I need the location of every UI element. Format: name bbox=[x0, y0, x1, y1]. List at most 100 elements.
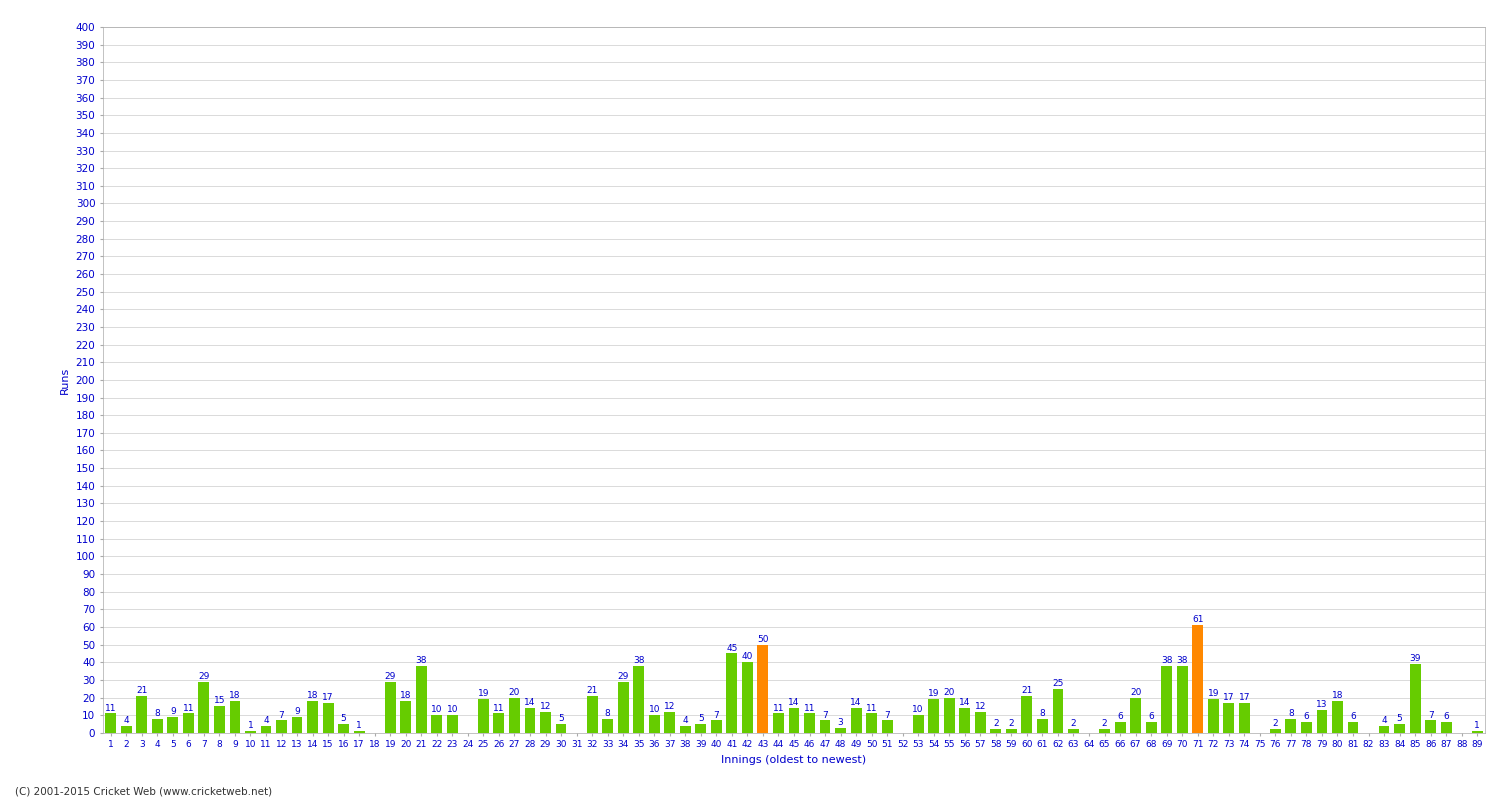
Bar bbox=[882, 721, 892, 733]
Bar bbox=[1378, 726, 1389, 733]
Text: 20: 20 bbox=[509, 688, 520, 697]
Text: 12: 12 bbox=[664, 702, 675, 710]
Text: 5: 5 bbox=[340, 714, 346, 723]
Bar bbox=[1022, 696, 1032, 733]
Bar bbox=[975, 712, 986, 733]
Text: 39: 39 bbox=[1410, 654, 1420, 663]
Text: 11: 11 bbox=[772, 703, 784, 713]
Bar bbox=[244, 731, 256, 733]
Text: 7: 7 bbox=[714, 710, 718, 719]
Text: 17: 17 bbox=[322, 693, 334, 702]
Bar bbox=[494, 714, 504, 733]
Bar bbox=[586, 696, 597, 733]
Bar bbox=[1208, 699, 1218, 733]
Bar bbox=[789, 708, 800, 733]
Bar bbox=[928, 699, 939, 733]
Text: 38: 38 bbox=[1161, 656, 1173, 665]
Bar bbox=[198, 682, 210, 733]
Text: 9: 9 bbox=[170, 707, 176, 716]
Bar bbox=[276, 721, 286, 733]
Text: 11: 11 bbox=[105, 703, 117, 713]
Text: 10: 10 bbox=[430, 706, 442, 714]
Text: 15: 15 bbox=[213, 697, 225, 706]
Bar bbox=[1192, 625, 1203, 733]
Bar bbox=[804, 714, 814, 733]
Bar bbox=[291, 717, 303, 733]
Text: 21: 21 bbox=[586, 686, 598, 695]
Text: 13: 13 bbox=[1316, 700, 1328, 709]
Text: 17: 17 bbox=[1222, 693, 1234, 702]
Text: 11: 11 bbox=[494, 703, 504, 713]
Bar bbox=[944, 698, 954, 733]
Bar bbox=[122, 726, 132, 733]
Text: 6: 6 bbox=[1118, 712, 1124, 722]
Text: 38: 38 bbox=[633, 656, 645, 665]
Text: 38: 38 bbox=[416, 656, 428, 665]
Text: 6: 6 bbox=[1304, 712, 1310, 722]
Text: 11: 11 bbox=[804, 703, 816, 713]
Bar bbox=[152, 718, 162, 733]
Bar bbox=[742, 662, 753, 733]
Text: 8: 8 bbox=[604, 709, 610, 718]
Bar bbox=[772, 714, 784, 733]
Text: 7: 7 bbox=[1428, 710, 1434, 719]
Text: 21: 21 bbox=[136, 686, 147, 695]
Bar bbox=[758, 645, 768, 733]
Text: 29: 29 bbox=[198, 672, 210, 681]
Bar bbox=[1239, 703, 1250, 733]
Text: 21: 21 bbox=[1022, 686, 1032, 695]
Text: 14: 14 bbox=[850, 698, 862, 707]
Text: 10: 10 bbox=[447, 706, 458, 714]
Bar bbox=[865, 714, 877, 733]
Bar bbox=[1068, 730, 1078, 733]
Bar bbox=[850, 708, 861, 733]
Text: 3: 3 bbox=[837, 718, 843, 726]
Bar bbox=[960, 708, 970, 733]
Bar bbox=[1146, 722, 1156, 733]
Text: 5: 5 bbox=[558, 714, 564, 723]
Text: 14: 14 bbox=[789, 698, 800, 707]
Bar bbox=[1332, 701, 1342, 733]
Bar bbox=[1317, 710, 1328, 733]
Text: 40: 40 bbox=[741, 652, 753, 662]
Text: 12: 12 bbox=[540, 702, 550, 710]
Text: 19: 19 bbox=[477, 690, 489, 698]
Bar bbox=[478, 699, 489, 733]
Text: 10: 10 bbox=[648, 706, 660, 714]
Text: 2: 2 bbox=[1008, 719, 1014, 728]
Bar bbox=[914, 715, 924, 733]
Bar bbox=[1270, 730, 1281, 733]
Bar bbox=[308, 701, 318, 733]
Text: 6: 6 bbox=[1350, 712, 1356, 722]
Bar bbox=[322, 703, 333, 733]
Bar bbox=[680, 726, 690, 733]
Text: 8: 8 bbox=[1040, 709, 1046, 718]
Bar bbox=[214, 706, 225, 733]
Bar bbox=[1130, 698, 1142, 733]
Text: 2: 2 bbox=[993, 719, 999, 728]
Text: 8: 8 bbox=[154, 709, 160, 718]
Bar bbox=[1394, 724, 1406, 733]
Bar bbox=[990, 730, 1002, 733]
Text: 7: 7 bbox=[279, 710, 285, 719]
Text: 17: 17 bbox=[1239, 693, 1250, 702]
Bar bbox=[602, 718, 613, 733]
Text: 6: 6 bbox=[1149, 712, 1154, 722]
Text: 12: 12 bbox=[975, 702, 986, 710]
Y-axis label: Runs: Runs bbox=[60, 366, 70, 394]
Bar bbox=[1114, 722, 1125, 733]
Bar bbox=[1178, 666, 1188, 733]
Text: 20: 20 bbox=[1130, 688, 1142, 697]
Bar bbox=[836, 727, 846, 733]
Text: 14: 14 bbox=[958, 698, 970, 707]
Bar bbox=[509, 698, 520, 733]
Bar bbox=[1053, 689, 1064, 733]
Text: 25: 25 bbox=[1053, 679, 1064, 688]
Text: 4: 4 bbox=[682, 716, 688, 725]
Bar bbox=[819, 721, 831, 733]
Bar bbox=[354, 731, 364, 733]
Text: 14: 14 bbox=[525, 698, 536, 707]
Text: 1: 1 bbox=[1474, 721, 1480, 730]
Text: 5: 5 bbox=[698, 714, 703, 723]
Bar bbox=[696, 724, 706, 733]
